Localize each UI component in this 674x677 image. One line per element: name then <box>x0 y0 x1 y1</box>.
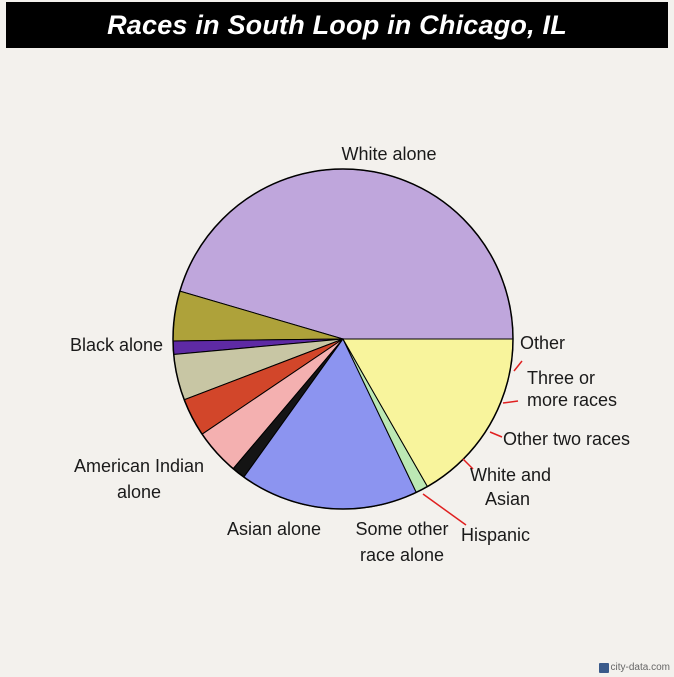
watermark-text: city-data.com <box>610 662 670 673</box>
chart-title: Races in South Loop in Chicago, IL <box>6 2 668 48</box>
label-american-indian-alone: American Indian alone <box>74 456 204 502</box>
city-data-logo-icon <box>598 662 609 673</box>
leader-line-hispanic <box>422 493 467 526</box>
slice-labels: White alone Other Three or more races Other … <box>70 144 630 565</box>
leader-line-three-or-more-races <box>502 400 519 404</box>
label-white-and-asian: White and Asian <box>470 465 551 509</box>
label-white-alone: White alone <box>341 144 436 164</box>
pie-outline <box>172 168 514 510</box>
label-three-or-more-races: Three or more races <box>527 368 617 410</box>
label-black-alone: Black alone <box>70 335 163 355</box>
label-other: Other <box>520 333 565 353</box>
leader-line-white-and-asian <box>462 458 474 470</box>
label-some-other-race-alone: Some other race alone <box>355 519 448 565</box>
leader-line-other <box>513 360 523 372</box>
label-hispanic: Hispanic <box>461 525 530 545</box>
pie-slices <box>172 168 514 510</box>
label-other-two-races: Other two races <box>503 429 630 449</box>
leader-lines <box>422 360 523 526</box>
leader-line-other-two-races <box>489 431 503 438</box>
label-asian-alone: Asian alone <box>227 519 321 539</box>
watermark: city-data.com <box>598 662 670 673</box>
